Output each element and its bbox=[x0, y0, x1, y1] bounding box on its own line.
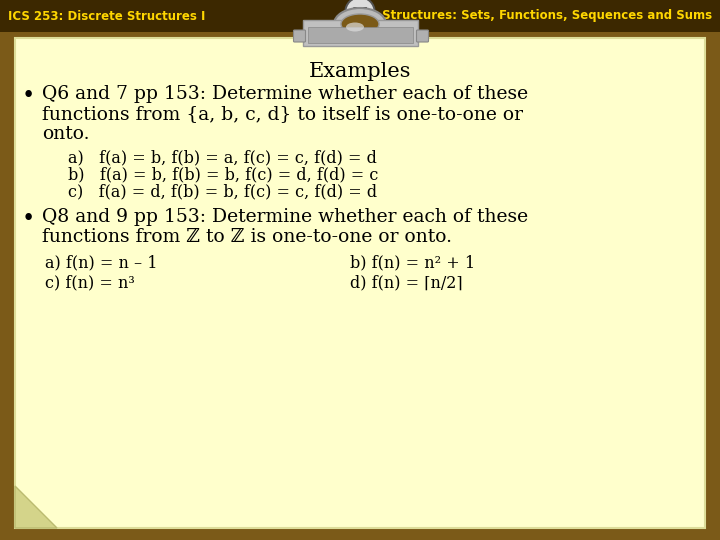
FancyBboxPatch shape bbox=[302, 20, 418, 46]
Ellipse shape bbox=[346, 23, 364, 31]
Ellipse shape bbox=[334, 8, 386, 40]
Circle shape bbox=[347, 0, 373, 25]
Ellipse shape bbox=[341, 14, 379, 34]
Polygon shape bbox=[15, 486, 57, 528]
Text: Q8 and 9 pp 153: Determine whether each of these: Q8 and 9 pp 153: Determine whether each … bbox=[42, 208, 528, 226]
Text: c)   f(a) = d, f(b) = b, f(c) = c, f(d) = d: c) f(a) = d, f(b) = b, f(c) = c, f(d) = … bbox=[68, 183, 377, 200]
Circle shape bbox=[345, 0, 375, 27]
FancyBboxPatch shape bbox=[0, 0, 720, 32]
Text: 35: 35 bbox=[351, 5, 369, 18]
Text: b) f(n) = n² + 1: b) f(n) = n² + 1 bbox=[350, 254, 475, 271]
Text: onto.: onto. bbox=[42, 125, 89, 143]
FancyBboxPatch shape bbox=[15, 38, 705, 528]
Text: a)   f(a) = b, f(b) = a, f(c) = c, f(d) = d: a) f(a) = b, f(b) = a, f(c) = c, f(d) = … bbox=[68, 149, 377, 166]
Text: b)   f(a) = b, f(b) = b, f(c) = d, f(d) = c: b) f(a) = b, f(b) = b, f(c) = d, f(d) = … bbox=[68, 166, 379, 183]
Text: Q6 and 7 pp 153: Determine whether each of these: Q6 and 7 pp 153: Determine whether each … bbox=[42, 85, 528, 103]
Text: functions from {a, b, c, d} to itself is one-to-one or: functions from {a, b, c, d} to itself is… bbox=[42, 105, 523, 123]
Polygon shape bbox=[15, 486, 57, 528]
FancyBboxPatch shape bbox=[294, 30, 305, 42]
FancyBboxPatch shape bbox=[416, 30, 428, 42]
Text: ICS 253: Discrete Structures I: ICS 253: Discrete Structures I bbox=[8, 10, 205, 23]
Text: a) f(n) = n – 1: a) f(n) = n – 1 bbox=[45, 254, 158, 271]
Text: Basic Structures: Sets, Functions, Sequences and Sums: Basic Structures: Sets, Functions, Seque… bbox=[343, 10, 712, 23]
Text: Examples: Examples bbox=[309, 62, 411, 81]
Text: d) f(n) = ⌈n/2⌉: d) f(n) = ⌈n/2⌉ bbox=[350, 274, 463, 291]
Text: c) f(n) = n³: c) f(n) = n³ bbox=[45, 274, 135, 291]
Text: •: • bbox=[22, 85, 35, 107]
Text: functions from ℤ to ℤ is one-to-one or onto.: functions from ℤ to ℤ is one-to-one or o… bbox=[42, 228, 452, 246]
Text: •: • bbox=[22, 208, 35, 230]
FancyBboxPatch shape bbox=[307, 27, 413, 43]
